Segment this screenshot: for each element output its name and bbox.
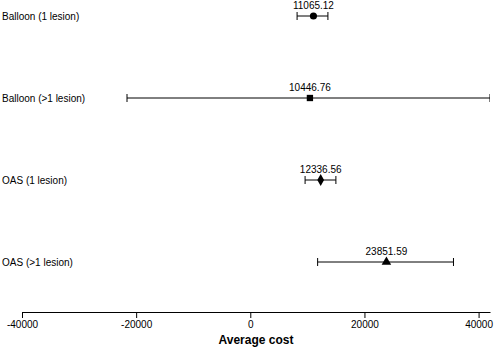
data-label: 23851.59 [366,246,408,257]
x-axis: -40000 -20000 0 20000 40000 [7,312,493,330]
error-cap [335,176,336,184]
x-tick-label: 0 [248,319,254,330]
x-tick-mark [479,312,480,318]
point [382,256,392,264]
data-label: 11065.12 [293,0,334,11]
error-cap [305,176,306,184]
category-label: Balloon (1 lesion) [2,11,79,22]
x-tick: -40000 [7,312,39,330]
x-tick: 20000 [351,312,379,330]
data-label: 10446.76 [289,82,331,93]
chart: Balloon (1 lesion) Balloon (>1 lesion) OAS… [0,0,500,350]
x-tick-mark [22,312,23,318]
x-axis-line [23,312,491,313]
error-cap [127,94,128,102]
point [307,95,313,101]
x-tick-mark [136,312,137,318]
category-label: OAS (>1 lesion) [2,257,73,268]
x-tick-label: -40000 [7,319,39,330]
x-tick: 40000 [465,312,493,330]
x-axis-title: Average cost [219,333,294,347]
point [317,174,324,186]
x-tick-mark [364,312,365,318]
error-cap [297,12,298,20]
error-cap [327,12,328,20]
x-tick-label: -20000 [121,319,153,330]
x-tick-label: 40000 [465,319,493,330]
category-label: Balloon (>1 lesion) [2,93,85,104]
plot-area [127,12,490,266]
error-cap [453,258,454,266]
category-label: OAS (1 lesion) [2,175,67,186]
x-tick: -20000 [121,312,153,330]
x-tick-label: 20000 [351,319,379,330]
data-label: 12336.56 [300,164,342,175]
x-tick: 0 [248,312,254,330]
x-tick-mark [250,312,251,318]
point [310,12,317,19]
error-cap [490,94,491,102]
error-cap [317,258,318,266]
